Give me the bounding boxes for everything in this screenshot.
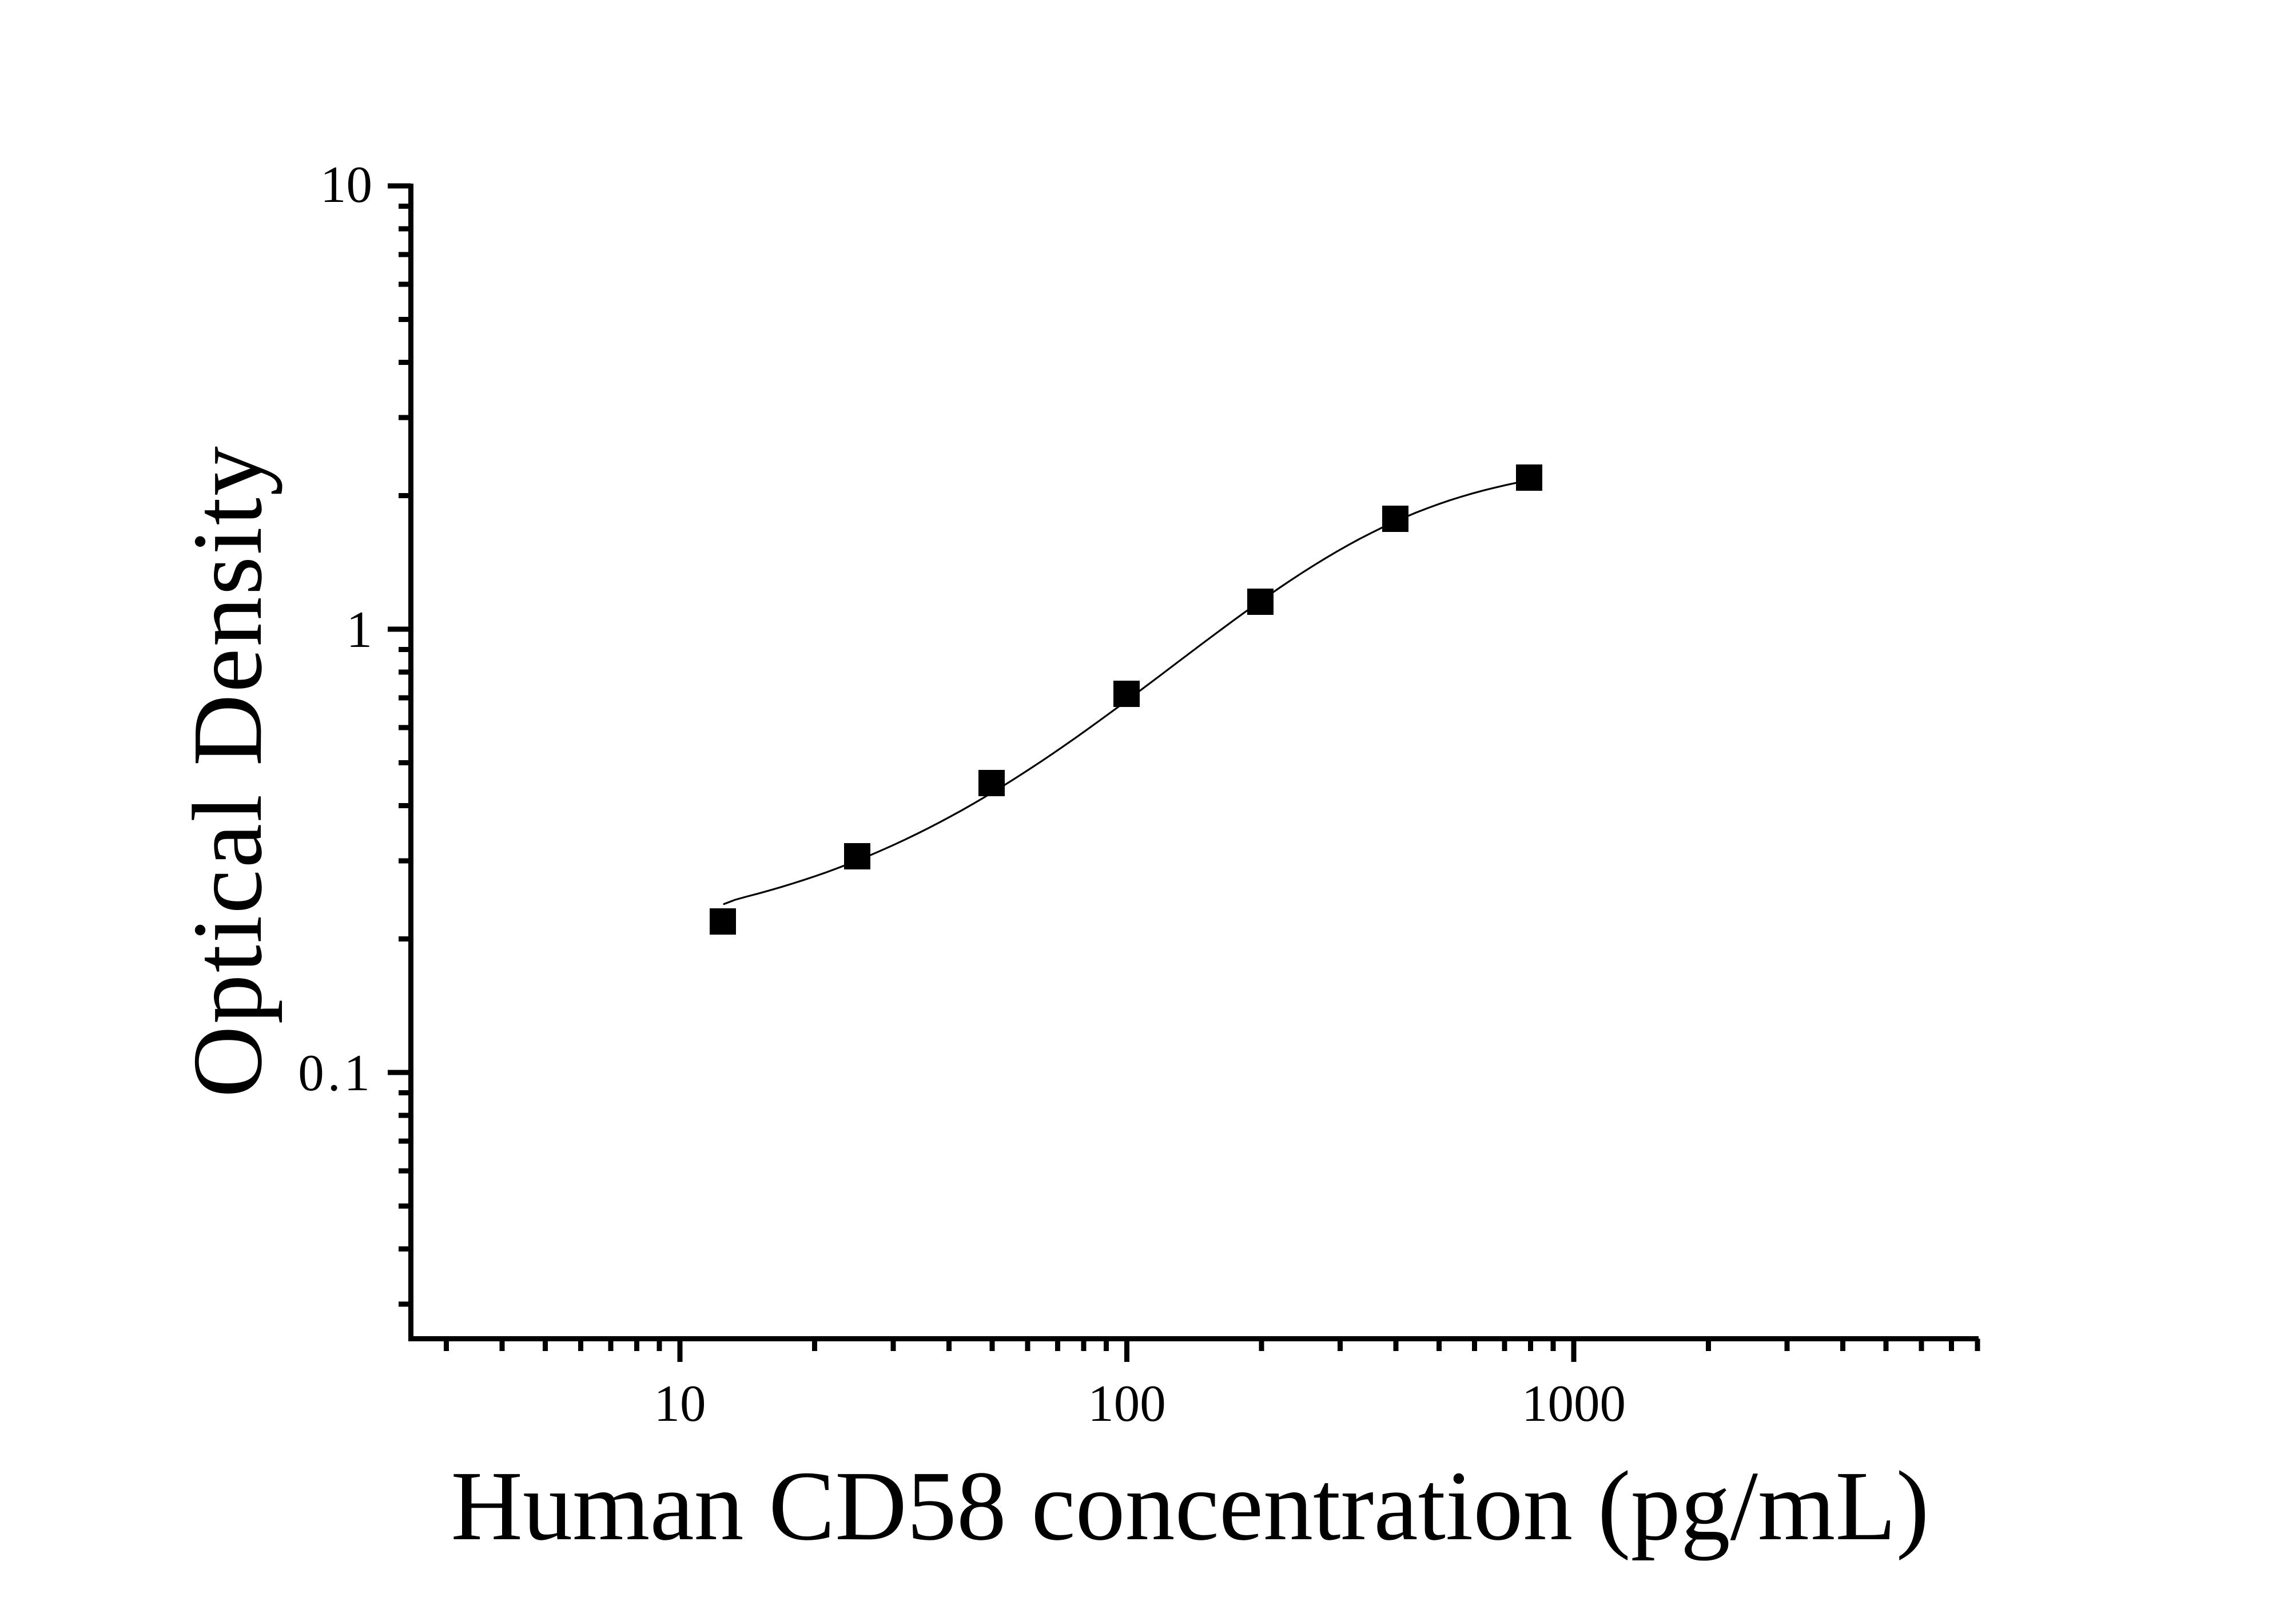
svg-text:100: 100 <box>1088 1374 1166 1432</box>
svg-text:1: 1 <box>347 601 373 658</box>
svg-text:10: 10 <box>320 156 372 213</box>
svg-text:1000: 1000 <box>1522 1374 1626 1432</box>
svg-text:Optical Density: Optical Density <box>172 444 282 1098</box>
svg-text:0.1: 0.1 <box>298 1044 373 1102</box>
svg-text:Human CD58 concentration (pg/m: Human CD58 concentration (pg/mL) <box>451 1451 1929 1561</box>
svg-text:10: 10 <box>654 1374 706 1432</box>
